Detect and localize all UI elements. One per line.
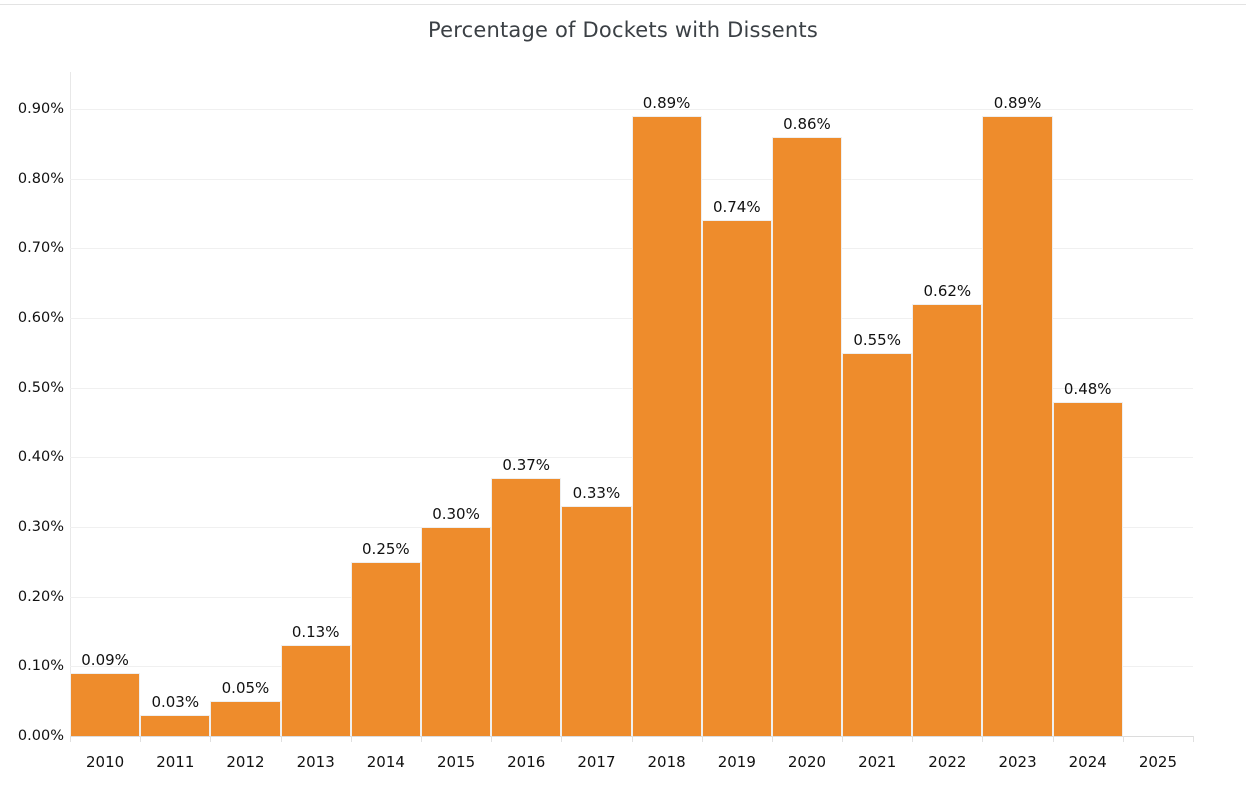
- x-axis-tick-label: 2015: [436, 753, 476, 771]
- x-axis-tick-label: 2016: [507, 753, 546, 771]
- y-axis-tick-label: 0.90%: [17, 101, 64, 117]
- x-axis-tick-mark: [70, 736, 71, 742]
- y-axis-tick-label: 0.40%: [17, 449, 64, 466]
- bar[interactable]: [912, 304, 983, 736]
- bar-value-label: 0.48%: [1063, 379, 1112, 398]
- x-axis-tick-label: 2014: [366, 753, 405, 771]
- bar[interactable]: [140, 715, 211, 736]
- x-axis-tick-labels: 2010 2011 2012 2013 2014 2015 2016 2017 2018 2019…: [0, 753, 1246, 777]
- bar[interactable]: [982, 115, 1053, 736]
- x-axis-tick-label: 2021: [858, 753, 897, 771]
- y-axis-tick-label: 0.20%: [17, 588, 64, 605]
- bar[interactable]: [561, 506, 632, 736]
- bar-value-label: 0.25%: [362, 539, 410, 558]
- bar-value-label: 0.30%: [432, 505, 480, 523]
- bar-value-label: 0.33%: [572, 484, 621, 503]
- plot-area: 0.09% 0.03% 0.05% 0.13% 0.25% 0.30% 0.37% 0.33%…: [70, 94, 1193, 737]
- x-axis-tick-mark: [912, 736, 913, 742]
- bar-value-label: 0.86%: [783, 114, 831, 133]
- y-axis-line: [70, 72, 71, 736]
- x-axis-tick-mark: [702, 736, 703, 742]
- x-axis-tick-label: 2010: [86, 753, 125, 771]
- x-axis-tick-mark: [421, 736, 422, 742]
- y-axis-tick-label: 0.60%: [17, 310, 64, 326]
- x-axis-tick-mark: [982, 736, 983, 742]
- bar[interactable]: [420, 527, 492, 736]
- x-axis-tick-label: 2022: [928, 753, 967, 771]
- bar[interactable]: [701, 220, 772, 736]
- y-axis-tick-label: 0.70%: [17, 240, 64, 257]
- bar-value-label: 0.62%: [923, 282, 972, 301]
- x-axis-tick-mark: [140, 736, 141, 742]
- gridline: [70, 109, 1193, 110]
- y-axis-tick-label: 0.10%: [17, 658, 64, 675]
- bar-value-label: 0.89%: [642, 93, 691, 112]
- x-axis-tick-label: 2025: [1138, 753, 1177, 771]
- bar[interactable]: [1052, 401, 1123, 736]
- bar-value-label: 0.05%: [221, 679, 270, 698]
- bar[interactable]: [842, 352, 913, 736]
- bar-value-label: 0.74%: [712, 198, 761, 217]
- bar[interactable]: [210, 701, 281, 736]
- y-axis-tick-label: 0.50%: [17, 379, 64, 396]
- bar-value-label: 0.55%: [853, 330, 901, 349]
- x-axis-tick-mark: [351, 736, 352, 742]
- bar[interactable]: [491, 478, 562, 736]
- axis-baseline: [70, 736, 1193, 737]
- bar-value-label: 0.09%: [81, 651, 129, 670]
- x-axis-tick-label: 2018: [647, 753, 686, 771]
- bar[interactable]: [631, 115, 702, 736]
- x-axis-tick-mark: [281, 736, 282, 742]
- x-axis-tick-label: 2012: [226, 753, 265, 771]
- x-axis-tick-mark: [491, 736, 492, 742]
- x-axis-ticks: [70, 736, 1194, 743]
- x-axis-tick-label: 2011: [156, 753, 195, 771]
- x-axis-tick-label: 2017: [577, 753, 616, 771]
- x-axis-tick-mark: [1193, 736, 1194, 742]
- top-divider-rule: [0, 4, 1246, 5]
- x-axis-tick-mark: [210, 736, 211, 742]
- x-axis-tick-mark: [632, 736, 633, 742]
- bar-value-label: 0.89%: [993, 93, 1042, 112]
- bar-value-label: 0.37%: [502, 456, 551, 475]
- y-axis-tick-label: 0.80%: [17, 170, 64, 187]
- x-axis-tick-label: 2023: [998, 753, 1037, 771]
- bar-value-label: 0.03%: [151, 693, 200, 712]
- x-axis-tick-mark: [772, 736, 773, 742]
- x-axis-tick-label: 2020: [787, 753, 827, 771]
- y-axis-tick-label: 0.30%: [17, 519, 64, 535]
- x-axis-tick-mark: [842, 736, 843, 742]
- x-axis-tick-label: 2013: [296, 753, 335, 771]
- bar-value-label: 0.13%: [291, 623, 340, 642]
- x-axis-tick-label: 2024: [1068, 753, 1107, 771]
- bar[interactable]: [350, 561, 421, 736]
- bar[interactable]: [771, 136, 843, 736]
- x-axis-tick-mark: [1123, 736, 1124, 742]
- x-axis-tick-mark: [1053, 736, 1054, 742]
- x-axis-tick-mark: [561, 736, 562, 742]
- chart-title: Percentage of Dockets with Dissents: [428, 18, 818, 42]
- y-axis-tick-labels: 0.00% 0.10% 0.20% 0.30% 0.40% 0.50% 0.60% 0.70%…: [0, 101, 64, 744]
- y-axis-tick-label: 0.00%: [17, 728, 64, 744]
- bar[interactable]: [280, 645, 351, 736]
- bar[interactable]: [70, 673, 141, 736]
- x-axis-tick-label: 2019: [717, 753, 756, 771]
